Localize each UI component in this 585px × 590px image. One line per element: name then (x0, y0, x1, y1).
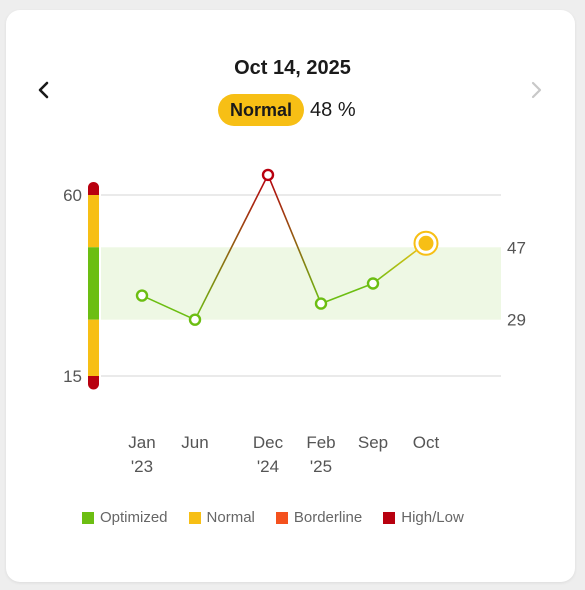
legend-label: High/Low (401, 509, 464, 526)
scale-bar-segment (88, 195, 99, 248)
x-tick-label: Oct (413, 433, 440, 452)
status-badge: Normal (218, 94, 305, 126)
legend-swatch (383, 511, 396, 524)
scale-bar-segment (88, 181, 99, 195)
chevron-right-icon[interactable] (522, 76, 550, 104)
right-tick-label: 47 (507, 238, 526, 257)
data-point (418, 235, 434, 251)
legend-label: Borderline (293, 509, 363, 526)
scale-bar (88, 181, 99, 390)
data-point (366, 277, 380, 290)
legend-item: Borderline (275, 509, 363, 526)
scale-bar-segment (88, 376, 99, 390)
data-point (188, 313, 202, 326)
series-line-segment (194, 174, 269, 321)
scale-bar-segment (88, 319, 99, 376)
legend-swatch (275, 511, 288, 524)
optimal-range-band (101, 247, 501, 320)
x-tick-label: '23 (131, 457, 153, 476)
data-point (135, 289, 149, 302)
series-line-segment (267, 174, 322, 304)
series-line-segment (320, 282, 374, 305)
legend-label: Optimized (100, 509, 168, 526)
x-tick-label: Dec (253, 433, 284, 452)
x-tick-label: Jun (181, 433, 208, 452)
legend-item: Optimized (82, 509, 168, 526)
legend-item: Normal (188, 509, 255, 526)
date-title: Oct 14, 2025 (234, 57, 351, 79)
data-point (261, 168, 275, 182)
legend-swatch (188, 511, 201, 524)
legend: Optimized Normal Borderline High/Low (82, 509, 485, 526)
x-tick-label: '24 (257, 457, 279, 476)
left-tick-label: 60 (63, 186, 82, 205)
legend-label: Normal (206, 509, 255, 526)
series-line-segment (141, 294, 196, 321)
left-tick-label: 15 (63, 367, 82, 386)
chevron-left-icon[interactable] (30, 76, 58, 104)
x-tick-label: Sep (358, 433, 388, 452)
x-tick-label: '25 (310, 457, 332, 476)
x-tick-label: Feb (306, 433, 335, 452)
status-row: Normal 48 % (218, 93, 356, 127)
x-tick-label: Jan (128, 433, 155, 452)
data-point (314, 297, 328, 310)
status-value: 48 % (310, 98, 356, 121)
legend-swatch (82, 511, 94, 524)
scale-bar-segment (88, 247, 99, 320)
right-tick-label: 29 (507, 311, 526, 330)
legend-item: High/Low (383, 509, 464, 526)
